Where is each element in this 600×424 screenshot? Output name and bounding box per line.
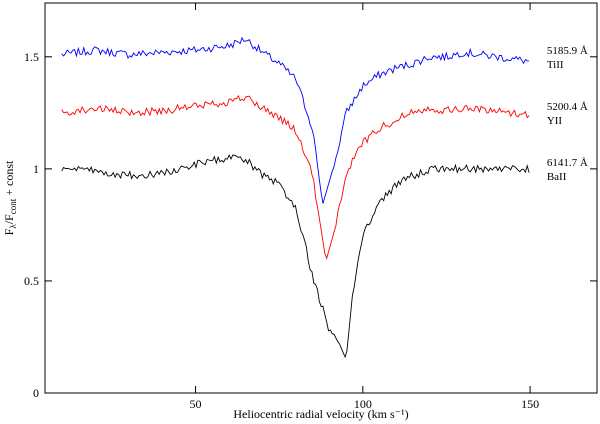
x-tick-label: 100 xyxy=(354,397,372,411)
y-tick-label: 1 xyxy=(33,162,39,176)
y-tick-label: 0.5 xyxy=(24,274,39,288)
y-tick-label: 1.5 xyxy=(24,50,39,64)
series-group xyxy=(61,36,530,359)
series-name-label: BaII xyxy=(547,171,567,183)
series-line-yii xyxy=(61,94,530,260)
y-tick-label: 0 xyxy=(33,386,39,400)
plot-frame xyxy=(44,2,598,394)
x-axis-title: Heliocentric radial velocity (km s⁻¹) xyxy=(233,407,408,421)
axis-ticks: 50 100 150 0 0.5 1 1.5 xyxy=(24,3,597,411)
series-name-label: YII xyxy=(547,115,563,127)
x-tick-label: 150 xyxy=(521,397,539,411)
series-wavelength-label: 6141.7 Å xyxy=(547,157,588,169)
series-labels: 5185.9 Å TiII 5200.4 Å YII 6141.7 Å BaII xyxy=(547,45,588,183)
series-wavelength-label: 5200.4 Å xyxy=(547,101,588,113)
series-line-baii xyxy=(61,154,530,359)
series-name-label: TiII xyxy=(547,59,564,71)
series-wavelength-label: 5185.9 Å xyxy=(547,45,588,57)
series-line-tiii xyxy=(61,36,530,204)
y-axis-title: Fλ/Fcont + const xyxy=(2,160,18,235)
x-tick-label: 50 xyxy=(190,397,202,411)
